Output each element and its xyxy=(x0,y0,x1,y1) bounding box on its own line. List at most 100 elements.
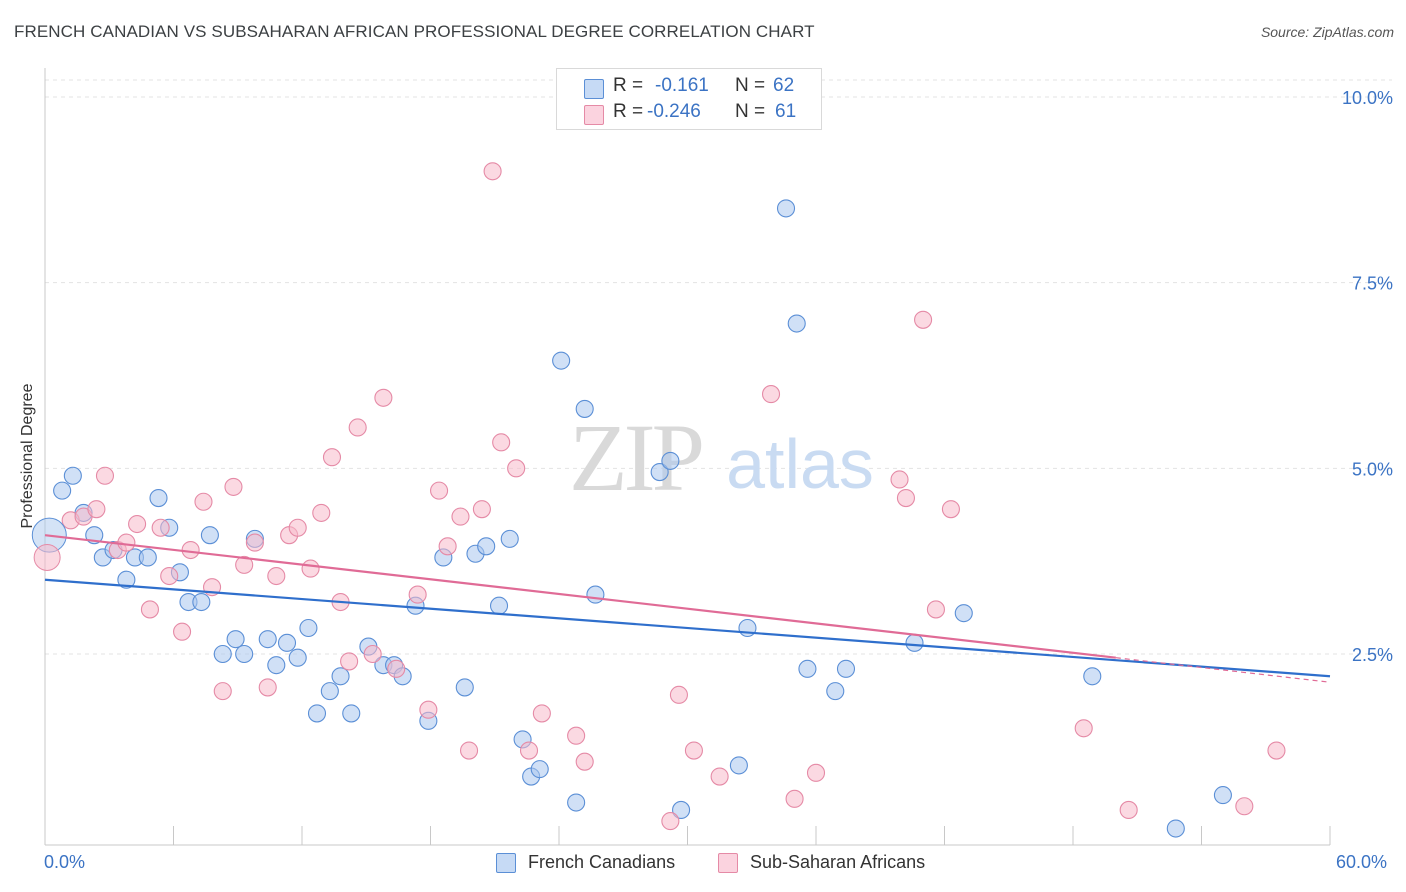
french-canadians-point xyxy=(342,704,361,723)
y-tick-label: 7.5% xyxy=(1352,274,1393,294)
sub-saharan-africans-point xyxy=(235,555,254,574)
sub-saharan-africans-point xyxy=(806,763,826,782)
watermark-zip: ZIP xyxy=(569,404,702,511)
sub-saharan-africans-point xyxy=(669,685,688,704)
french-canadians-point xyxy=(552,351,571,370)
sub-saharan-africans-trendline-extension xyxy=(1115,657,1331,683)
french-canadians-point xyxy=(776,199,796,218)
sub-saharan-africans-point xyxy=(151,518,170,537)
legend-n-label: N = xyxy=(735,101,766,122)
sub-saharan-africans-point xyxy=(267,566,286,586)
french-canadians-point xyxy=(455,678,474,697)
french-canadians-point xyxy=(1213,786,1232,805)
french-canadians-point xyxy=(138,548,157,567)
legend-swatch-pink xyxy=(718,853,738,873)
legend-n-label: N = xyxy=(735,75,766,96)
french-canadians-point xyxy=(320,682,339,701)
french-canadians-point xyxy=(331,667,350,686)
french-canadians-point xyxy=(826,682,845,701)
sub-saharan-africans-point xyxy=(459,741,479,760)
y-tick-label: 10.0% xyxy=(1342,88,1393,108)
x-tick-label-min: 0.0% xyxy=(44,852,86,872)
sub-saharan-africans-point xyxy=(472,500,491,519)
sub-saharan-africans-point xyxy=(438,537,457,556)
sub-saharan-africans-point xyxy=(1235,797,1254,816)
sub-saharan-africans-point xyxy=(160,566,179,586)
legend-label: Sub-Saharan Africans xyxy=(750,852,926,872)
french-canadians-point xyxy=(213,644,232,664)
sub-saharan-africans-point xyxy=(684,741,703,760)
french-canadians-point xyxy=(1166,819,1185,838)
legend-swatch-blue xyxy=(496,853,516,873)
sub-saharan-africans-point xyxy=(288,518,307,537)
french-canadians-point xyxy=(477,537,496,556)
sub-saharan-africans-point xyxy=(387,659,406,678)
french-canadians-trendline xyxy=(44,578,1331,678)
watermark-atlas: atlas xyxy=(726,425,874,503)
sub-saharan-africans-point xyxy=(301,559,320,578)
french-canadians-point xyxy=(235,644,254,664)
french-canadians-point xyxy=(567,793,586,812)
sub-saharan-africans-point xyxy=(710,767,729,786)
sub-saharan-africans-point xyxy=(567,726,586,745)
sub-saharan-africans-point xyxy=(340,652,359,671)
sub-saharan-africans-point xyxy=(1119,800,1138,820)
sub-saharan-africans-point xyxy=(213,682,232,701)
sub-saharan-africans-point xyxy=(312,503,331,522)
sub-saharan-africans-point xyxy=(245,533,264,552)
french-canadians-point xyxy=(53,481,72,500)
sub-saharan-africans-point xyxy=(661,812,680,831)
legend-r-label: R = xyxy=(613,101,644,122)
sub-saharan-africans-point xyxy=(451,507,470,526)
french-canadians-point xyxy=(672,800,691,820)
sub-saharan-africans-point xyxy=(492,433,511,452)
sub-saharan-africans-point xyxy=(507,459,526,478)
french-canadians-point xyxy=(277,633,297,652)
sub-saharan-africans-point xyxy=(1074,719,1093,738)
sub-saharan-africans-point xyxy=(363,644,382,664)
sub-saharan-africans-point xyxy=(519,741,539,760)
sub-saharan-africans-point xyxy=(483,162,502,181)
sub-saharan-africans-point xyxy=(140,600,159,619)
sub-saharan-africans-point xyxy=(941,500,960,519)
sub-saharan-africans-point xyxy=(430,481,449,500)
french-canadians-point xyxy=(258,630,277,649)
sub-saharan-africans-point xyxy=(1267,741,1286,760)
sub-saharan-africans-point xyxy=(532,704,551,723)
legend-r-value: -0.161 xyxy=(655,75,709,96)
sub-saharan-africans-point xyxy=(348,418,367,437)
french-canadians-point xyxy=(787,314,806,333)
sub-saharan-africans-point xyxy=(87,500,106,519)
french-canadians-point xyxy=(192,592,211,612)
y-tick-label: 5.0% xyxy=(1352,459,1393,479)
legend-swatch-blue xyxy=(584,79,604,99)
french-canadians-point xyxy=(288,648,307,667)
legend-swatch-pink xyxy=(584,105,604,125)
french-canadians-point xyxy=(954,604,973,623)
chart-title: FRENCH CANADIAN VS SUBSAHARAN AFRICAN PR… xyxy=(14,22,815,41)
sub-saharan-africans-point xyxy=(128,514,147,534)
french-canadians-point xyxy=(729,756,748,775)
french-canadians-point xyxy=(650,462,669,482)
french-canadians-point xyxy=(149,488,168,508)
legend-n-value: 61 xyxy=(775,101,797,122)
french-canadians-point xyxy=(307,704,327,723)
french-canadians-point xyxy=(1083,667,1102,686)
french-canadians-point xyxy=(226,630,245,649)
sub-saharan-africans-point xyxy=(374,388,393,407)
french-canadians-point xyxy=(905,633,924,652)
french-canadians-point xyxy=(489,596,509,615)
sub-saharan-africans-point xyxy=(575,752,594,771)
french-canadians-point xyxy=(530,760,549,779)
sub-saharan-africans-trendline xyxy=(44,534,1116,659)
sub-saharan-africans-point xyxy=(785,789,804,808)
legend-r-value: -0.246 xyxy=(647,101,701,122)
french-canadians-point xyxy=(63,466,82,485)
french-canadians-point xyxy=(575,399,594,418)
sub-saharan-africans-point xyxy=(95,466,115,485)
french-canadians-point xyxy=(500,529,519,548)
french-canadians-point xyxy=(661,451,680,470)
french-canadians-point xyxy=(836,659,856,678)
sub-saharan-africans-point xyxy=(890,470,909,489)
